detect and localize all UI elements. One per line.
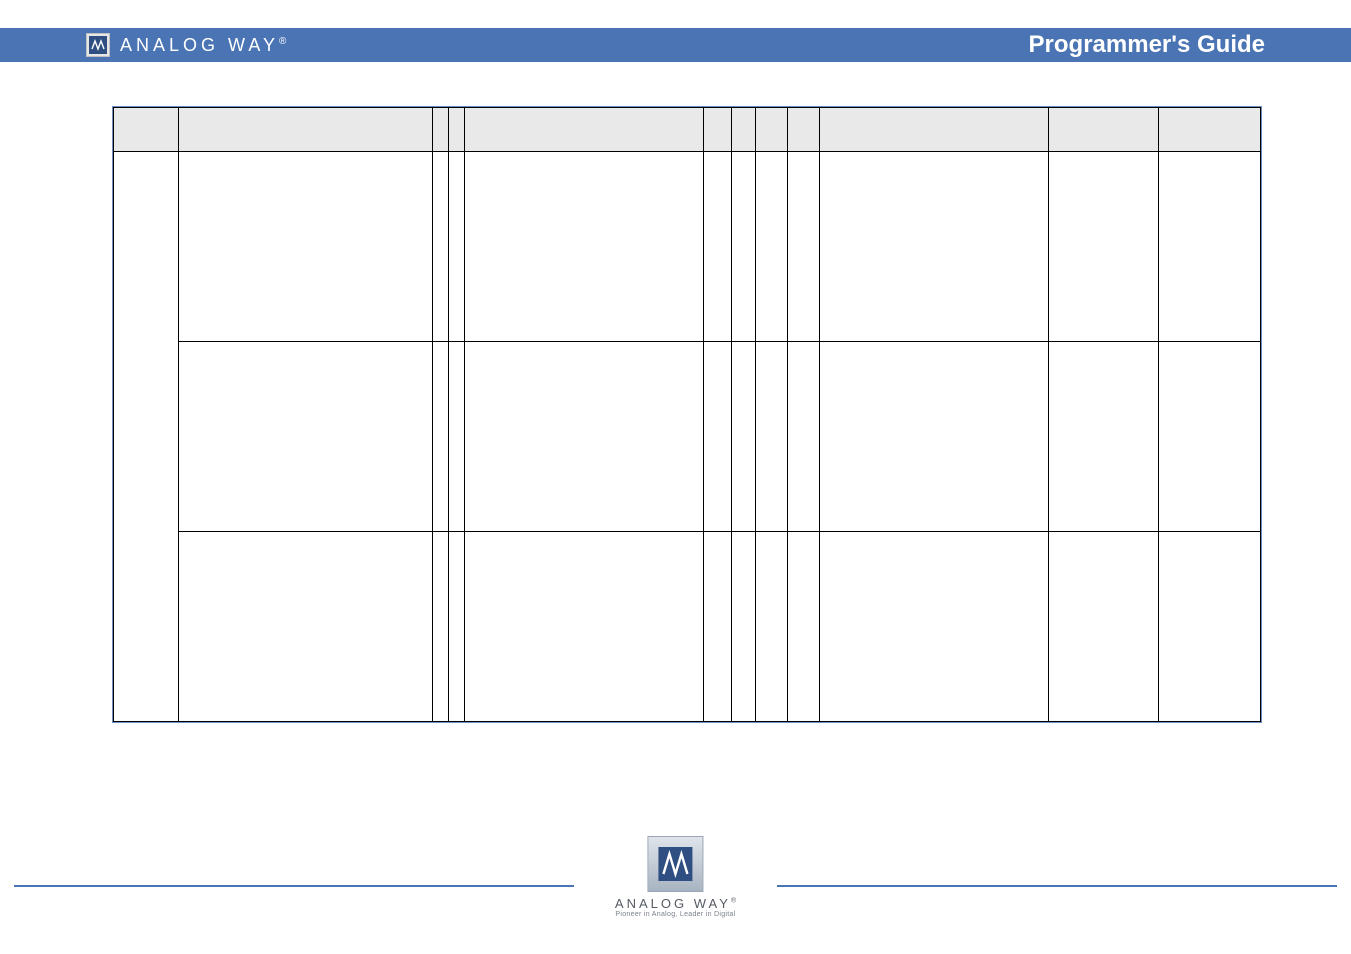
cell-desc — [820, 342, 1049, 532]
cell-cmdv — [1049, 532, 1159, 722]
th-resp — [1159, 108, 1261, 152]
cell-cmdv — [1049, 152, 1159, 342]
cell-i2 — [449, 532, 465, 722]
cell-i1 — [433, 532, 449, 722]
cell-cmdv — [1049, 342, 1159, 532]
cell-cmd — [465, 342, 704, 532]
cell-min — [756, 152, 788, 342]
th-i1 — [433, 108, 449, 152]
th-max — [788, 108, 820, 152]
cell-max — [788, 342, 820, 532]
cell-type — [732, 152, 756, 342]
table-row — [114, 342, 1261, 532]
th-rw — [704, 108, 732, 152]
cell-max — [788, 152, 820, 342]
cell-group — [114, 152, 179, 722]
cell-name — [178, 532, 432, 722]
cell-desc — [820, 152, 1049, 342]
cell-i1 — [433, 342, 449, 532]
brand-name: ANALOG WAY® — [120, 35, 286, 56]
brand-reg: ® — [279, 36, 286, 47]
cell-resp — [1159, 152, 1261, 342]
footer-brand-reg: ® — [731, 898, 736, 905]
cell-resp — [1159, 342, 1261, 532]
brand: ANALOG WAY® — [86, 33, 286, 57]
cell-cmd — [465, 152, 704, 342]
cell-resp — [1159, 532, 1261, 722]
cell-i2 — [449, 152, 465, 342]
footer-logo-icon — [647, 836, 703, 892]
cell-type — [732, 532, 756, 722]
footer-tagline: Pioneer in Analog, Leader in Digital — [615, 911, 736, 918]
cell-type — [732, 342, 756, 532]
th-cmdv — [1049, 108, 1159, 152]
th-min — [756, 108, 788, 152]
table-head — [114, 108, 1261, 152]
cell-min — [756, 342, 788, 532]
cell-rw — [704, 532, 732, 722]
cell-desc — [820, 532, 1049, 722]
footer-logo: ANALOG WAY® Pioneer in Analog, Leader in… — [615, 836, 736, 918]
table-header-row — [114, 108, 1261, 152]
cell-rw — [704, 342, 732, 532]
th-group — [114, 108, 179, 152]
cell-min — [756, 532, 788, 722]
table — [113, 107, 1261, 722]
cell-max — [788, 532, 820, 722]
footer-brand: ANALOG WAY® — [615, 896, 736, 911]
th-desc — [820, 108, 1049, 152]
cell-name — [178, 152, 432, 342]
logo-icon — [86, 33, 110, 57]
table-body — [114, 152, 1261, 722]
footer-rule-left — [14, 885, 574, 887]
header-bar: ANALOG WAY® Programmer's Guide — [0, 28, 1351, 62]
table-row — [114, 532, 1261, 722]
cell-rw — [704, 152, 732, 342]
cell-cmd — [465, 532, 704, 722]
cell-i2 — [449, 342, 465, 532]
command-table — [112, 106, 1262, 723]
cell-name — [178, 342, 432, 532]
th-type — [732, 108, 756, 152]
th-name — [178, 108, 432, 152]
th-i2 — [449, 108, 465, 152]
brand-name-text: ANALOG WAY — [120, 35, 279, 55]
footer-rule-right — [777, 885, 1337, 887]
footer-brand-text: ANALOG WAY — [615, 896, 731, 911]
cell-i1 — [433, 152, 449, 342]
table-row — [114, 152, 1261, 342]
th-cmd — [465, 108, 704, 152]
page-title: Programmer's Guide — [1029, 31, 1265, 59]
